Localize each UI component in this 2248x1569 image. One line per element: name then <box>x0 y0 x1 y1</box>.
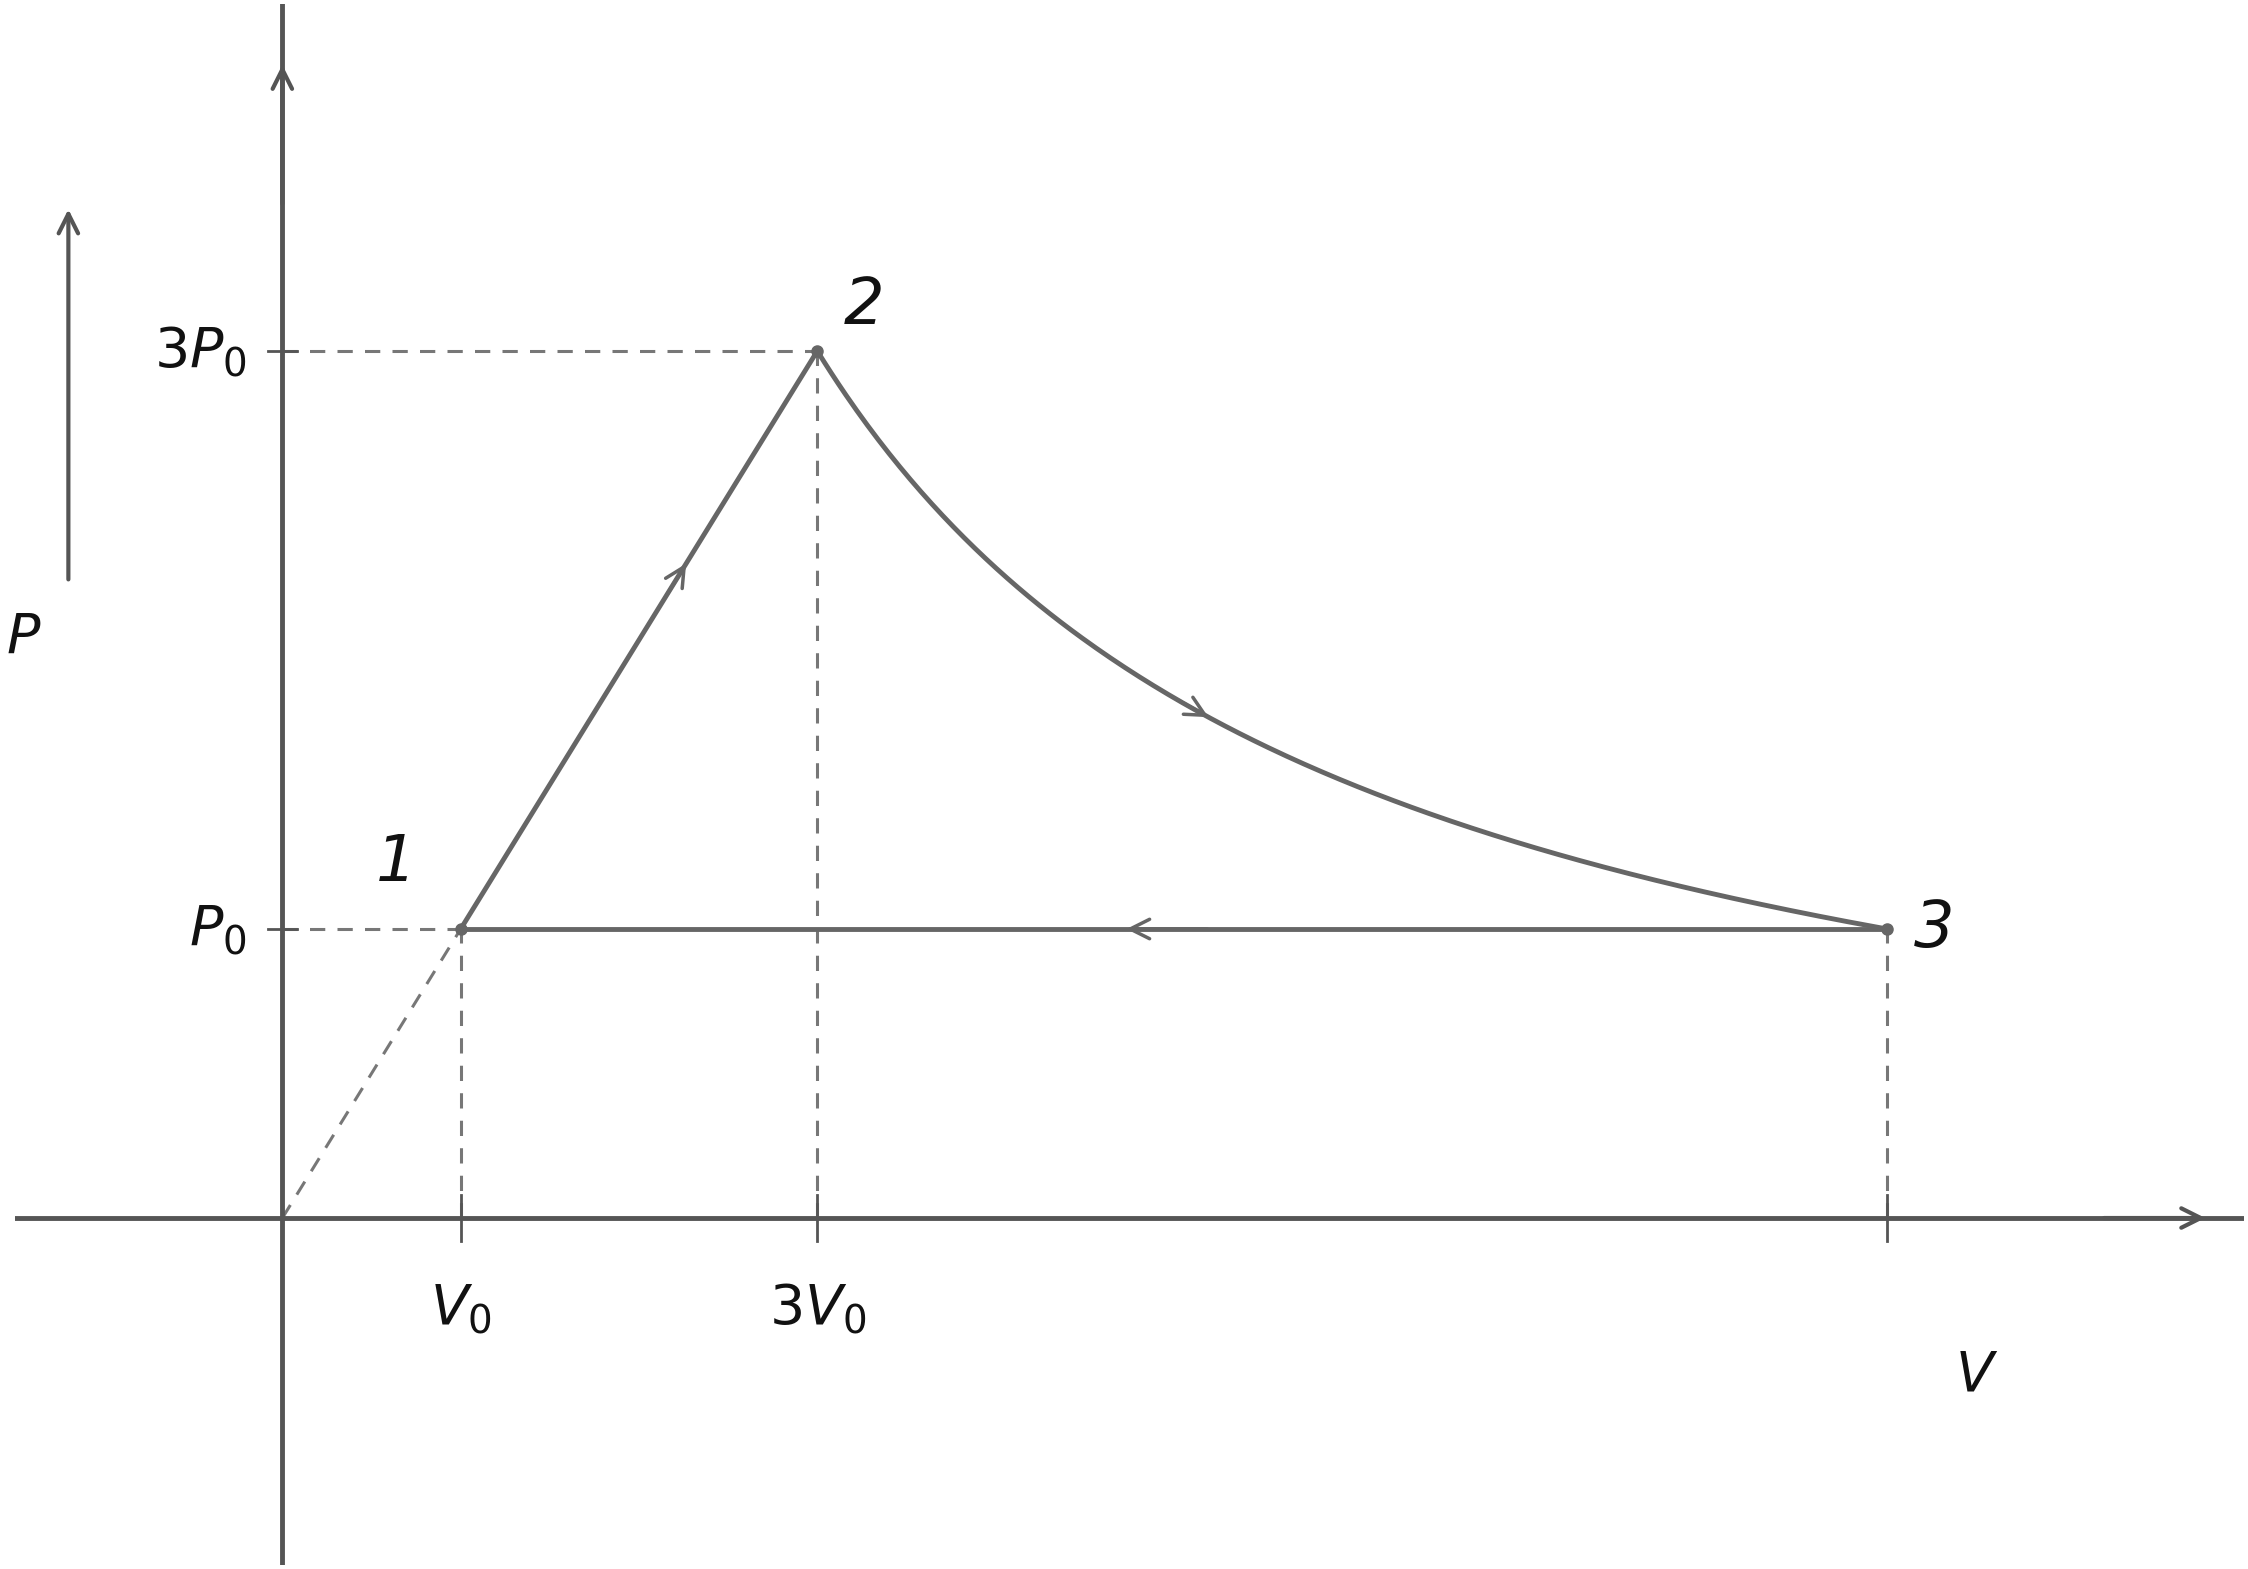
Text: $3P_0$: $3P_0$ <box>153 325 247 378</box>
Text: $P$: $P$ <box>7 610 40 664</box>
Text: 2: 2 <box>843 275 886 336</box>
Text: $P_0$: $P_0$ <box>189 902 247 956</box>
Text: 1: 1 <box>375 832 416 894</box>
Text: 3: 3 <box>1913 897 1954 960</box>
Text: $3V_0$: $3V_0$ <box>769 1282 865 1335</box>
Text: $V$: $V$ <box>1956 1348 1998 1401</box>
Text: $V_0$: $V_0$ <box>429 1282 492 1335</box>
